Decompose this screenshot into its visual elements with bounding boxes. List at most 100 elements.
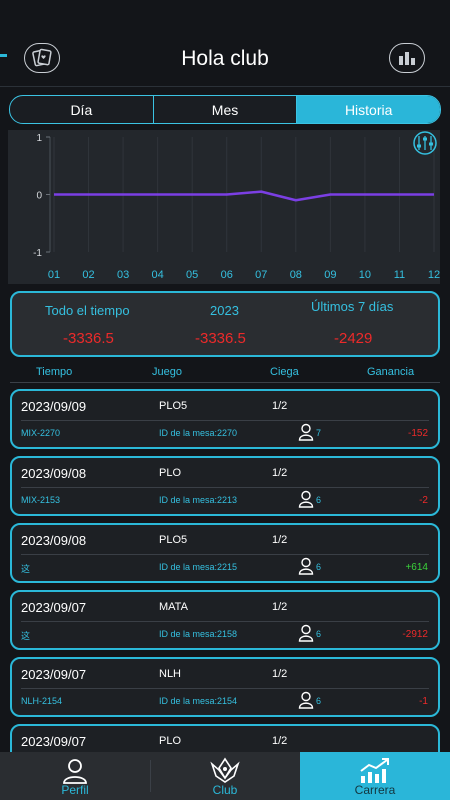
summary-panel: Todo el tiempo -3336.5 2023 -3336.5 Últi…: [10, 291, 440, 357]
stats-button[interactable]: [389, 43, 425, 73]
chart-up-icon: [360, 758, 389, 783]
col-game: Juego: [152, 366, 182, 378]
year-label: 2023: [210, 303, 239, 318]
record-date: 2023/09/07: [21, 734, 87, 749]
record-date: 2023/09/08: [21, 466, 87, 481]
record-divider: [21, 420, 429, 421]
record-table-id: ID de la mesa:2158: [159, 629, 238, 639]
record-card[interactable]: 2023/09/08 PLO5 1/2 这 ID de la mesa:2215 6 +61…: [10, 523, 440, 583]
record-players: 6: [316, 495, 322, 505]
col-blind: Ciega: [270, 366, 299, 378]
record-game: PLO5: [159, 400, 188, 412]
chart-canvas: 10-101 02 03 04 05 06 07 08 09 10 11 12: [33, 131, 440, 281]
record-date: 2023/09/07: [21, 600, 87, 615]
x-tick-label: 05: [186, 269, 198, 281]
header-underline: [10, 382, 440, 383]
series-line: [54, 190, 434, 202]
record-date: 2023/09/08: [21, 533, 87, 548]
bottom-nav: Perfil Club Carrera: [0, 752, 450, 800]
record-table-id: ID de la mesa:2215: [159, 562, 238, 572]
all-time-label: Todo el tiempo: [45, 303, 130, 318]
tab-dia[interactable]: Día: [10, 96, 154, 123]
record-divider: [21, 554, 429, 555]
record-blind: 1/2: [272, 735, 288, 747]
back-indicator[interactable]: [0, 54, 7, 57]
x-tick-label: 04: [152, 269, 164, 281]
tab-mes[interactable]: Mes: [154, 96, 298, 123]
cards-icon: [32, 48, 52, 67]
cards-button[interactable]: [24, 43, 60, 73]
record-game: PLO: [159, 735, 182, 747]
record-date: 2023/09/07: [21, 667, 87, 682]
chart-filter-icon[interactable]: [413, 131, 437, 155]
all-time-value: -3336.5: [63, 330, 114, 347]
record-players: 6: [316, 696, 322, 706]
year-value: -3336.5: [195, 330, 246, 347]
x-tick-label: 10: [359, 269, 371, 281]
record-players: 7: [316, 428, 322, 438]
x-tick-label: 08: [290, 269, 302, 281]
record-players: 6: [316, 562, 322, 572]
week-label: Últimos 7 días: [311, 299, 394, 314]
record-card[interactable]: 2023/09/07 MATA 1/2 这 ID de la mesa:2158 6 -29…: [10, 590, 440, 650]
record-divider: [21, 688, 429, 689]
nav-perfil[interactable]: Perfil: [0, 752, 150, 800]
player-icon: [298, 423, 314, 441]
nav-club[interactable]: Club: [150, 752, 300, 800]
record-game: PLO: [159, 467, 182, 479]
record-divider: [21, 487, 429, 488]
record-table-id: ID de la mesa:2154: [159, 696, 238, 706]
period-tabs: Día Mes Historia: [9, 95, 441, 124]
record-gain: -152: [407, 428, 428, 439]
record-code: 这: [21, 631, 31, 641]
x-tick-label: 01: [48, 269, 60, 281]
app-header: Hola club: [0, 0, 450, 90]
player-icon: [298, 490, 314, 508]
col-gain: Ganancia: [367, 366, 415, 378]
y-tick-label: 0: [36, 191, 42, 202]
record-code: MIX-2270: [21, 428, 61, 438]
player-icon: [298, 557, 314, 575]
record-blind: 1/2: [272, 601, 288, 613]
record-code: 这: [21, 564, 31, 574]
record-blind: 1/2: [272, 400, 288, 412]
record-card[interactable]: 2023/09/07 NLH 1/2 NLH-2154 ID de la mesa:21…: [10, 657, 440, 717]
record-table-id: ID de la mesa:2270: [159, 428, 238, 438]
header-divider: [0, 86, 450, 87]
x-tick-label: 09: [324, 269, 336, 281]
record-game: NLH: [159, 668, 182, 680]
x-tick-label: 06: [221, 269, 233, 281]
nav-club-label: Club: [212, 783, 238, 797]
y-tick-label: 1: [36, 133, 42, 144]
record-card[interactable]: 2023/09/08 PLO 1/2 MIX-2153 ID de la mesa:22…: [10, 456, 440, 516]
history-chart: 1 0 -1 01 02 03 04 05 06 07 08 09 10 11 12: [8, 130, 440, 284]
record-blind: 1/2: [272, 534, 288, 546]
record-card[interactable]: 2023/09/09 PLO5 1/2 MIX-2270 ID de la mesa:2…: [10, 389, 440, 449]
record-blind: 1/2: [272, 467, 288, 479]
record-divider: [21, 621, 429, 622]
user-icon: [63, 759, 87, 784]
record-code: MIX-2153: [21, 495, 61, 505]
nav-perfil-label: Perfil: [61, 783, 89, 797]
x-tick-label: 07: [255, 269, 267, 281]
nav-carrera[interactable]: Carrera: [300, 752, 450, 800]
records-header: Tiempo Juego Ciega Ganancia: [0, 366, 450, 382]
player-icon: [298, 691, 314, 709]
nav-separator: [150, 760, 151, 792]
crown-icon: [210, 757, 240, 783]
record-gain: -2912: [402, 629, 428, 640]
y-tick-label: -1: [33, 248, 42, 259]
tab-historia[interactable]: Historia: [297, 96, 440, 123]
record-game: MATA: [159, 601, 188, 613]
record-date: 2023/09/09: [21, 399, 87, 414]
col-time: Tiempo: [36, 366, 73, 378]
x-tick-label: 11: [394, 269, 405, 281]
week-value: -2429: [334, 330, 373, 347]
record-code: NLH-2154: [21, 696, 63, 706]
x-tick-label: 12: [428, 269, 440, 281]
record-players: 6: [316, 629, 322, 639]
record-gain: +614: [405, 562, 428, 573]
record-game: PLO5: [159, 534, 188, 546]
player-icon: [298, 624, 314, 642]
x-tick-label: 03: [117, 269, 129, 281]
